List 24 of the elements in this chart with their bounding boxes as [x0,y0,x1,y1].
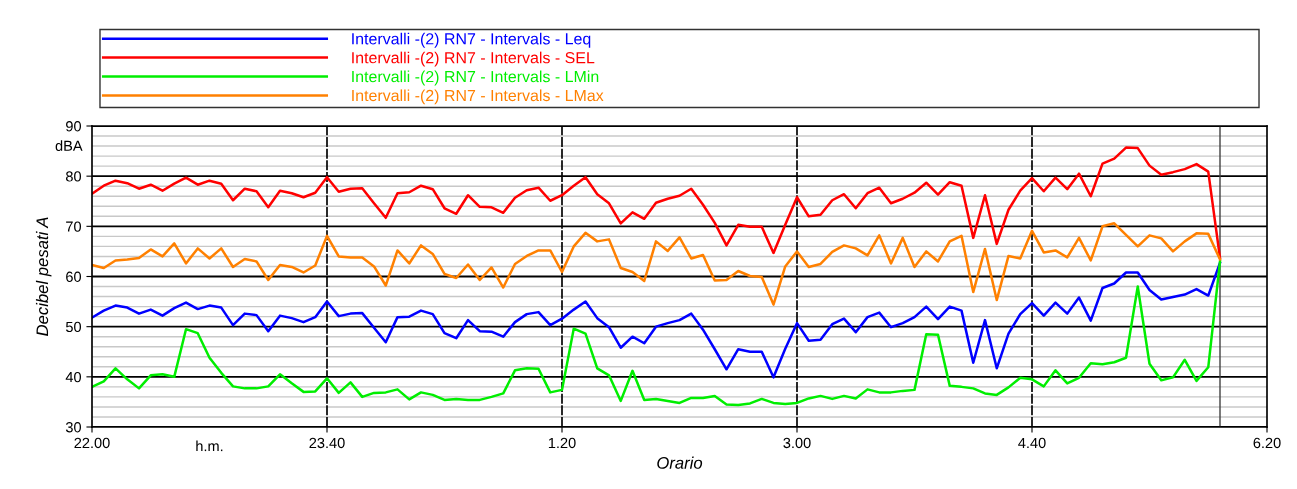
y-tick-label: 50 [65,321,82,333]
text: Intervalli -(2) RN7 - Intervals - SEL [352,51,595,67]
y-tick-label: 30 [65,422,82,433]
text: Intervalli -(2) RN7 - Intervals - LMin [352,70,599,86]
x-tick-label: 4.40 [1018,437,1046,449]
y-tick-label: 40 [65,371,82,383]
x-tick-label: 1.20 [548,437,576,449]
text: dBA [55,140,83,151]
x-tick-label: 3.00 [783,437,811,449]
line-series [92,260,1222,407]
text: Intervalli -(2) RN7 - Intervals - LMax [352,89,604,105]
x-tick-label: 23.40 [309,437,345,449]
line-series [92,146,1222,260]
y-tick-label: 80 [66,171,82,182]
y-tick-label: 60 [66,271,82,282]
x-tick-label: 6.20 [1253,437,1281,449]
text: h.m. [196,440,223,452]
text: Intervalli -(2) RN7 - Intervals - Leq [352,32,591,48]
line-series [92,222,1222,306]
y-tick-label: 70 [66,221,82,232]
x-axis-title: Orario [657,456,703,469]
x-tick-label: 22.00 [74,437,110,449]
y-axis-title: Decibel pesati A [35,217,52,336]
y-tick-label: 90 [66,121,82,132]
